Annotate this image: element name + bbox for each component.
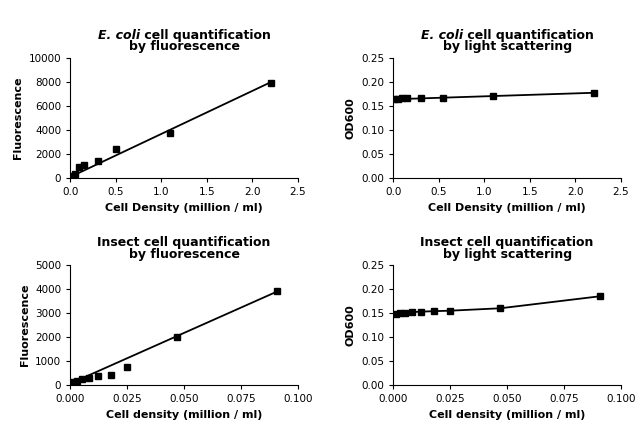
- Text: by fluorescence: by fluorescence: [129, 40, 239, 53]
- Text: by light scattering: by light scattering: [442, 248, 572, 260]
- Y-axis label: OD600: OD600: [346, 97, 356, 139]
- Text: E. coli: E. coli: [98, 29, 140, 42]
- X-axis label: Cell density (million / ml): Cell density (million / ml): [429, 410, 585, 420]
- Text: by fluorescence: by fluorescence: [129, 248, 239, 260]
- Y-axis label: Fluorescence: Fluorescence: [13, 77, 23, 159]
- X-axis label: Cell Density (million / ml): Cell Density (million / ml): [105, 203, 263, 213]
- Y-axis label: Fluorescence: Fluorescence: [20, 284, 29, 366]
- Text: Insect cell quantification: Insect cell quantification: [97, 236, 271, 249]
- Text: cell quantification: cell quantification: [140, 29, 271, 42]
- Text: cell quantification: cell quantification: [463, 29, 594, 42]
- Text: Insect cell quantification: Insect cell quantification: [420, 236, 594, 249]
- Text: by light scattering: by light scattering: [442, 40, 572, 53]
- X-axis label: Cell Density (million / ml): Cell Density (million / ml): [428, 203, 586, 213]
- X-axis label: Cell density (million / ml): Cell density (million / ml): [106, 410, 262, 420]
- Y-axis label: OD600: OD600: [346, 304, 356, 346]
- Text: E. coli: E. coli: [420, 29, 463, 42]
